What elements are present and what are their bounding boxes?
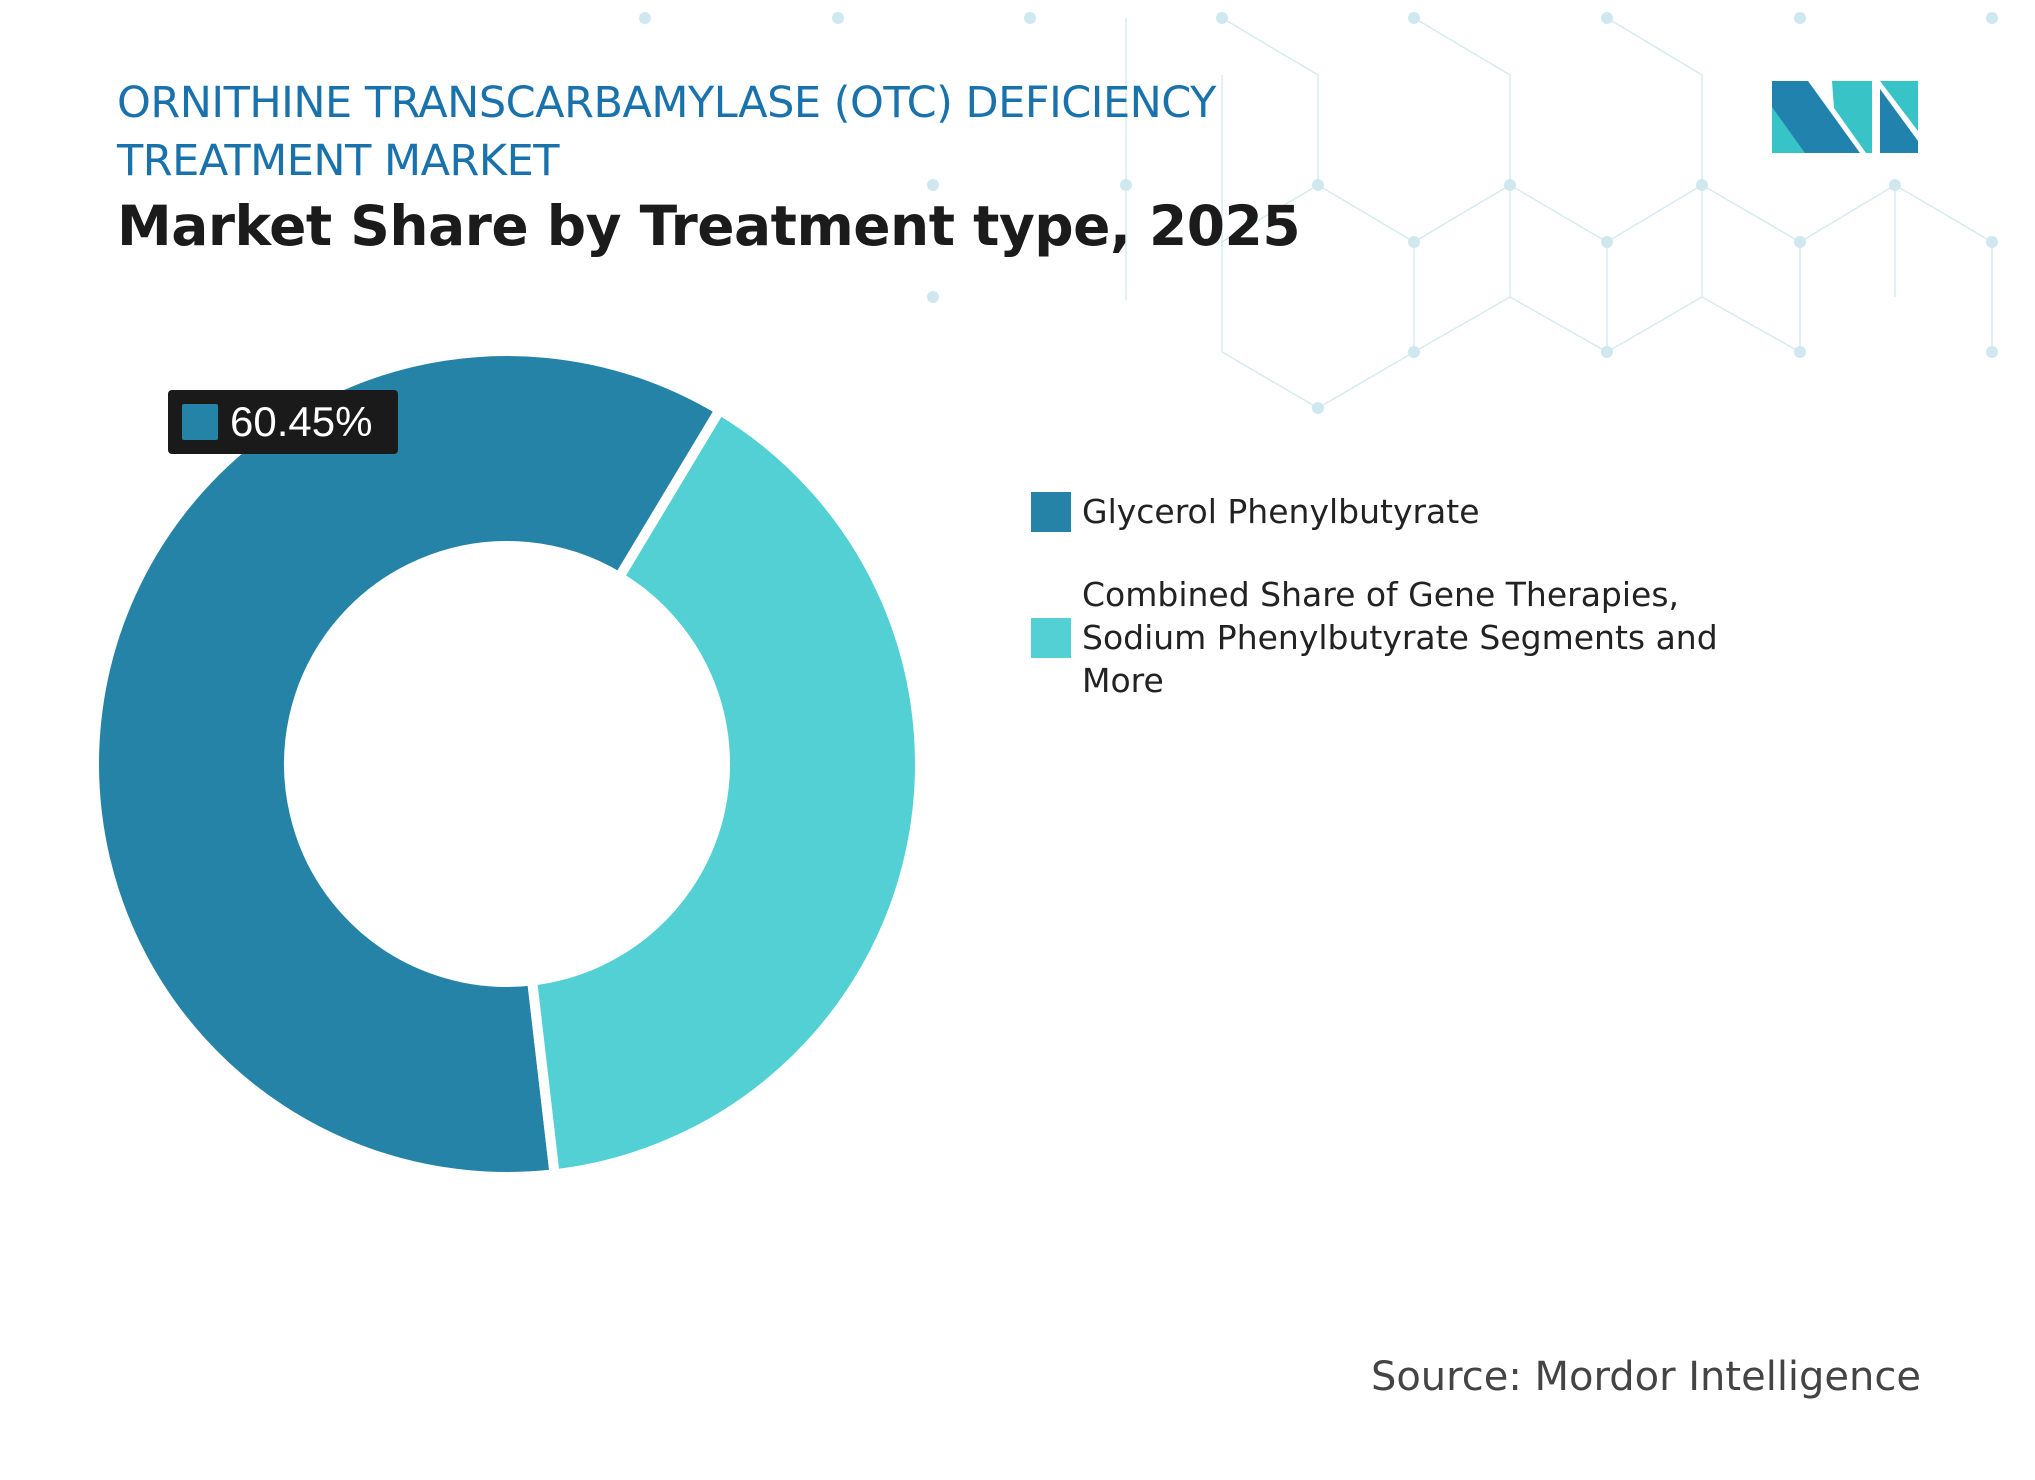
data-label-text: 60.45% xyxy=(230,398,373,445)
legend: Glycerol Phenylbutyrate Combined Share o… xyxy=(1031,490,1722,742)
source-note: Source: Mordor Intelligence xyxy=(1370,1354,1921,1400)
mordor-logo xyxy=(1772,81,1918,153)
legend-item: Glycerol Phenylbutyrate xyxy=(1031,490,1722,533)
donut-slice-1 xyxy=(526,403,925,1180)
legend-label: Combined Share of Gene Therapies, Sodium… xyxy=(1082,575,1718,700)
data-label-0: 60.45% xyxy=(168,390,398,454)
donut-slice-0 xyxy=(89,346,727,1182)
legend-swatch xyxy=(1031,491,1071,532)
legend-label: Glycerol Phenylbutyrate xyxy=(1082,492,1480,531)
chart-subtitle: Market Share by Treatment type, 2025 xyxy=(117,194,1301,258)
data-label-swatch xyxy=(182,404,218,440)
donut-chart xyxy=(89,346,925,1182)
report-title: ORNITHINE TRANSCARBAMYLASE (OTC) DEFICIE… xyxy=(117,78,1216,186)
legend-swatch xyxy=(1031,617,1071,658)
legend-item: Combined Share of Gene Therapies, Sodium… xyxy=(1031,573,1722,702)
